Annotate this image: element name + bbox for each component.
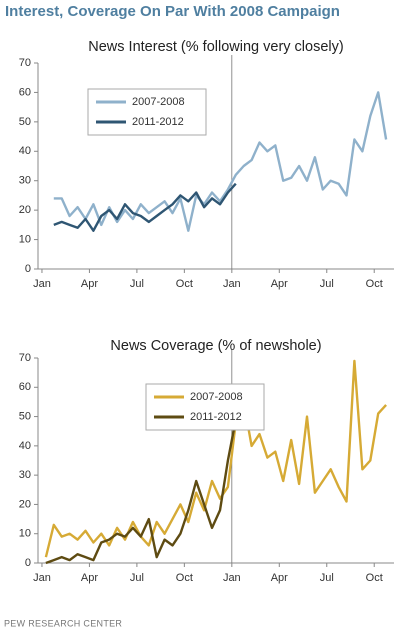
x-tick-label: Apr — [271, 572, 288, 584]
y-tick-label: 50 — [19, 116, 31, 128]
legend-box — [145, 383, 265, 431]
x-tick-label: Oct — [366, 278, 383, 290]
y-tick-label: 20 — [19, 498, 31, 510]
series-line — [53, 91, 388, 232]
x-tick-label: Jul — [320, 572, 334, 584]
x-tick-label: Oct — [176, 278, 193, 290]
legend-label: 2007-2008 — [190, 391, 243, 403]
x-tick-label: Jul — [320, 278, 334, 290]
y-tick-label: 60 — [19, 86, 31, 98]
x-tick-label: Oct — [366, 572, 383, 584]
legend-box — [87, 88, 207, 136]
x-tick-label: Jan — [33, 278, 51, 290]
y-tick-label: 70 — [19, 57, 31, 69]
x-tick-label: Jul — [130, 278, 144, 290]
series-line — [44, 359, 387, 558]
y-tick-label: 0 — [25, 557, 31, 569]
y-tick-label: 40 — [19, 440, 31, 452]
y-tick-label: 60 — [19, 381, 31, 393]
x-tick-label: Oct — [176, 572, 193, 584]
legend-label: 2007-2008 — [132, 96, 185, 108]
x-tick-label: Apr — [81, 572, 98, 584]
chart-subtitle: News Coverage (% of newshole) — [110, 338, 321, 354]
y-tick-label: 30 — [19, 469, 31, 481]
x-tick-label: Apr — [81, 278, 98, 290]
y-tick-label: 50 — [19, 410, 31, 422]
y-tick-label: 10 — [19, 233, 31, 245]
y-tick-label: 10 — [19, 528, 31, 540]
legend-label: 2011-2012 — [132, 116, 184, 128]
x-tick-label: Jul — [130, 572, 144, 584]
y-tick-label: 0 — [25, 263, 31, 275]
x-tick-label: Jan — [223, 572, 241, 584]
chart-subtitle: News Interest (% following very closely) — [88, 39, 343, 55]
series-line — [53, 182, 237, 232]
series-line — [45, 419, 237, 565]
y-tick-label: 70 — [19, 352, 31, 364]
x-tick-label: Jan — [33, 572, 51, 584]
x-tick-label: Jan — [223, 278, 241, 290]
page-title: Interest, Coverage On Par With 2008 Camp… — [5, 3, 340, 20]
y-tick-label: 40 — [19, 145, 31, 157]
source: PEW RESEARCH CENTER — [4, 618, 122, 628]
x-tick-label: Apr — [271, 278, 288, 290]
y-tick-label: 30 — [19, 175, 31, 187]
y-tick-label: 20 — [19, 204, 31, 216]
legend-label: 2011-2012 — [190, 411, 242, 423]
